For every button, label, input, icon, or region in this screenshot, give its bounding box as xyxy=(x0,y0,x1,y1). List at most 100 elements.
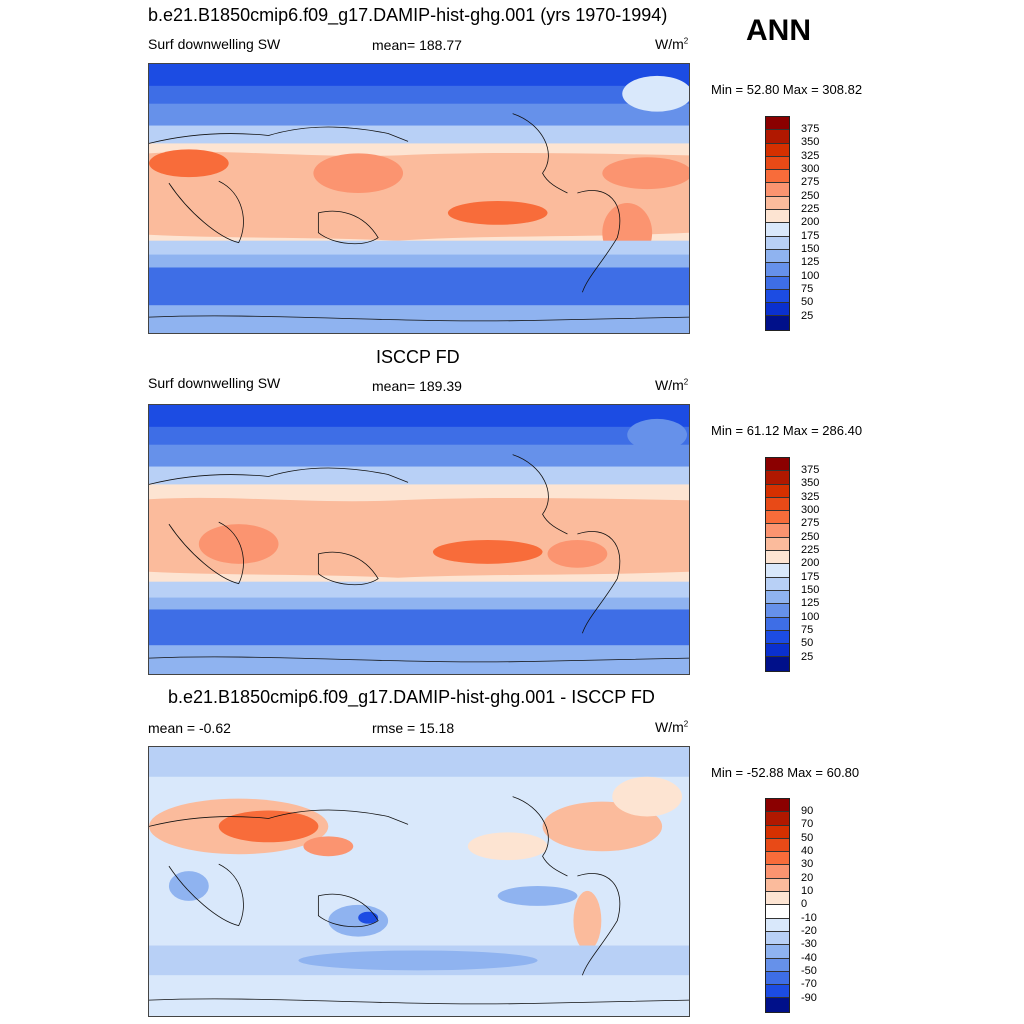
colorbar-swatch xyxy=(766,210,789,224)
colorbar-swatch xyxy=(766,183,789,197)
colorbar-swatch xyxy=(766,249,789,264)
colorbar-tick-label: 150 xyxy=(801,243,820,255)
colorbar-swatch xyxy=(766,316,789,330)
colorbar-tick-label: -20 xyxy=(801,925,817,937)
colorbar-swatch xyxy=(766,156,789,171)
colorbar-swatch xyxy=(766,303,789,317)
colorbar-tick-label: -30 xyxy=(801,938,817,950)
colorbar-tick-label: 25 xyxy=(801,310,814,322)
colorbar-swatch xyxy=(766,524,789,538)
colorbar-swatch xyxy=(766,590,789,605)
colorbar-tick-label: 300 xyxy=(801,163,820,175)
colorbar-swatch xyxy=(766,958,789,972)
colorbar-swatch xyxy=(766,838,789,853)
colorbar-tick-label: 150 xyxy=(801,584,820,596)
colorbar-swatch xyxy=(766,852,789,866)
season-label: ANN xyxy=(746,14,811,47)
panel-3-units: W/m2 xyxy=(655,719,689,735)
colorbar-swatch xyxy=(766,604,789,618)
colorbar-tick-label: 125 xyxy=(801,597,820,609)
colorbar-tick-label: 325 xyxy=(801,491,820,503)
colorbar-tick-label: 275 xyxy=(801,517,820,529)
colorbar-tick-label: 200 xyxy=(801,557,820,569)
panel-2-title: ISCCP FD xyxy=(376,347,460,367)
colorbar-tick-label: 50 xyxy=(801,832,814,844)
colorbar-tick-label: 0 xyxy=(801,898,808,910)
panel-2-units: W/m2 xyxy=(655,377,689,393)
colorbar-tick-label: 175 xyxy=(801,230,820,242)
colorbar-swatch xyxy=(766,551,789,565)
colorbar-swatch xyxy=(766,289,789,304)
colorbar-swatch xyxy=(766,905,789,919)
colorbar-swatch xyxy=(766,812,789,826)
colorbar-swatch xyxy=(766,497,789,512)
colorbar-tick-label: 30 xyxy=(801,858,814,870)
panel-3-rmse-label: rmse = 15.18 xyxy=(372,720,455,736)
colorbar-swatch xyxy=(766,484,789,498)
panel-2-map-field xyxy=(149,405,689,674)
colorbar-tick-label: 275 xyxy=(801,176,820,188)
colorbar-swatch xyxy=(766,617,789,631)
panel-3-title: b.e21.B1850cmip6.f09_g17.DAMIP-hist-ghg.… xyxy=(168,687,655,707)
colorbar-swatch xyxy=(766,799,789,813)
colorbar-tick-label: 75 xyxy=(801,624,814,636)
panel-2-mean-label: mean= 189.39 xyxy=(372,378,462,394)
colorbar-tick-label: 100 xyxy=(801,611,820,623)
panel-2-map xyxy=(148,404,690,675)
colorbar-swatch xyxy=(766,918,789,932)
colorbar-tick-label: 75 xyxy=(801,283,814,295)
colorbar-swatch xyxy=(766,630,789,645)
colorbar-swatch xyxy=(766,143,789,157)
panel-1-map xyxy=(148,63,690,334)
colorbar-swatch xyxy=(766,892,789,906)
panel-3-minmax: Min = -52.88 Max = 60.80 xyxy=(711,765,860,780)
colorbar-tick-label: 250 xyxy=(801,531,820,543)
colorbar-swatch xyxy=(766,276,789,290)
colorbar-swatch xyxy=(766,537,789,552)
panel-1-units: W/m2 xyxy=(655,36,689,52)
colorbar-swatch xyxy=(766,130,789,144)
colorbar-swatch xyxy=(766,971,789,986)
colorbar-tick-label: -50 xyxy=(801,965,817,977)
colorbar-tick-label: -40 xyxy=(801,952,817,964)
colorbar-swatch xyxy=(766,223,789,237)
colorbar-swatch xyxy=(766,865,789,879)
colorbar-tick-label: -90 xyxy=(801,992,817,1004)
colorbar-tick-label: 250 xyxy=(801,190,820,202)
colorbar-swatch xyxy=(766,945,789,959)
panel-2-variable-label: Surf downwelling SW xyxy=(148,375,281,391)
colorbar-swatch xyxy=(766,196,789,211)
colorbar-tick-label: 375 xyxy=(801,123,820,135)
panel-3-colorbar xyxy=(765,798,790,1013)
panel-3-map-field xyxy=(149,747,689,1016)
colorbar-swatch xyxy=(766,511,789,525)
colorbar-tick-label: 10 xyxy=(801,885,814,897)
colorbar-tick-label: 25 xyxy=(801,651,814,663)
panel-1-colorbar xyxy=(765,116,790,331)
colorbar-tick-label: 200 xyxy=(801,216,820,228)
colorbar-tick-label: 350 xyxy=(801,477,820,489)
colorbar-swatch xyxy=(766,931,789,946)
colorbar-tick-label: 40 xyxy=(801,845,814,857)
colorbar-swatch xyxy=(766,998,789,1012)
colorbar-tick-label: -70 xyxy=(801,978,817,990)
panel-3-map xyxy=(148,746,690,1017)
panel-2-colorbar xyxy=(765,457,790,672)
colorbar-tick-label: 125 xyxy=(801,256,820,268)
colorbar-tick-label: 175 xyxy=(801,571,820,583)
colorbar-tick-label: 225 xyxy=(801,203,820,215)
colorbar-swatch xyxy=(766,236,789,250)
colorbar-tick-label: 100 xyxy=(801,270,820,282)
colorbar-swatch xyxy=(766,564,789,578)
colorbar-tick-label: -10 xyxy=(801,912,817,924)
colorbar-tick-label: 50 xyxy=(801,296,814,308)
panel-1-minmax: Min = 52.80 Max = 308.82 xyxy=(711,82,863,97)
colorbar-tick-label: 350 xyxy=(801,136,820,148)
colorbar-tick-label: 70 xyxy=(801,818,814,830)
panel-1-title: b.e21.B1850cmip6.f09_g17.DAMIP-hist-ghg.… xyxy=(148,5,668,25)
colorbar-tick-label: 375 xyxy=(801,464,820,476)
colorbar-swatch xyxy=(766,644,789,658)
colorbar-tick-label: 50 xyxy=(801,637,814,649)
colorbar-swatch xyxy=(766,458,789,472)
colorbar-tick-label: 300 xyxy=(801,504,820,516)
